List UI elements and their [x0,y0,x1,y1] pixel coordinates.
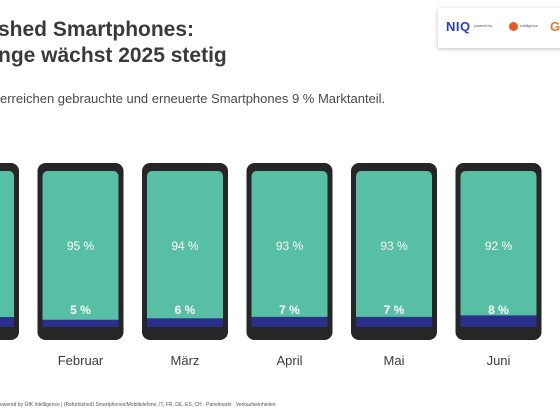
refurbished-share-label: 7 % [384,303,405,317]
new-share-label: 93 % [380,239,408,253]
niq-logo: NIQ [446,19,471,34]
gfu-logo: GFU [550,19,560,34]
refurbished-bar [251,316,328,327]
logo-box: NIQ powered by Intelligence GFU [438,8,560,48]
powered-by-text: powered by [474,24,493,28]
page-title: shed Smartphones: nge wächst 2025 stetig [0,17,227,69]
refurbished-share-label: 8 % [488,303,509,317]
screen-bottom-edge [42,324,119,327]
title-line-1: shed Smartphones: [0,18,195,41]
phone-screen [356,171,432,327]
phone-screen [42,171,119,327]
refurbished-bar [0,317,14,327]
gfk-intelligence-text: Intelligence [520,24,538,28]
screen-bottom-edge [356,324,432,327]
new-share-label: 94 % [171,239,199,253]
screen-bottom-edge [460,324,537,327]
phone-screen [147,171,223,327]
refurbished-bar [460,315,537,327]
phone-screen [0,171,14,327]
month-label: Mai [384,353,405,368]
refurbished-bar [356,316,432,327]
month-label: Februar [58,353,104,368]
screen-bottom-edge [251,324,328,327]
month-label: April [276,353,302,368]
month-label: März [171,353,200,368]
title-line-2: nge wächst 2025 stetig [0,44,227,67]
gfk-logo-icon [509,22,518,31]
new-share-label: 95 % [67,239,95,253]
refurbished-bar [147,318,223,327]
new-share-label: 92 % [485,239,513,253]
screen-bottom-edge [147,324,223,327]
subtitle: erreichen gebrauchte und erneuerte Smart… [0,91,386,106]
phone-screen [460,171,537,327]
refurbished-share-label: 6 % [175,303,196,317]
phone-screen [251,171,328,327]
month-label: Juni [487,353,511,368]
new-share-label: 93 % [276,239,304,253]
refurbished-share-label: 7 % [279,303,300,317]
refurbished-share-label: 5 % [70,303,91,317]
refurbished-bar [42,319,119,327]
screen-bottom-edge [0,324,14,327]
source-footnote: owered by GfK Intelligence | (Refurbishe… [0,402,276,408]
